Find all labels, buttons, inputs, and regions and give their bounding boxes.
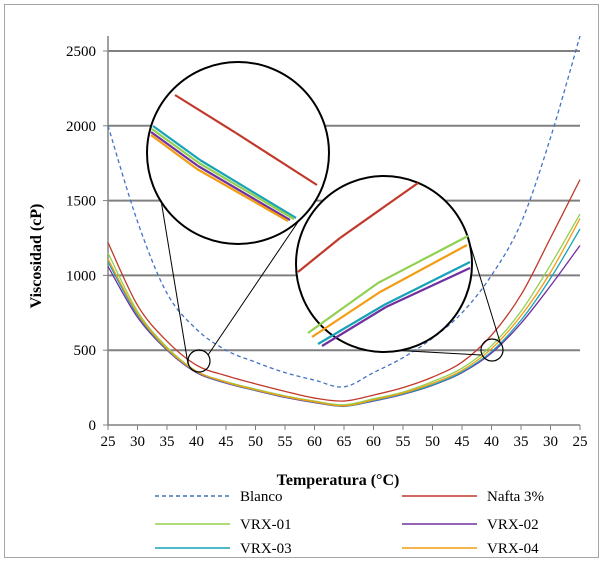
x-tick-label: 45	[455, 434, 470, 450]
zoom-right-vrx01	[307, 282, 379, 334]
legend-label: VRX-01	[240, 517, 292, 533]
zoom-left-nafta	[235, 132, 318, 186]
series-line-5	[107, 218, 581, 407]
x-tick-label: 35	[514, 434, 529, 450]
x-tick-labels: 25 30 35 40 45 50 55 60 65 60 55 50 45 40 35 30 25	[101, 434, 588, 450]
y-tick-label: 0	[89, 418, 97, 434]
x-tick-label: 40	[189, 434, 204, 450]
zoom-connector	[158, 187, 189, 365]
zoom-right-nafta	[297, 237, 341, 273]
zoom-marker-right	[480, 338, 504, 362]
y-tick-labels: 0 500 1000 1500 2000 2500	[66, 44, 96, 434]
legend-label: Blanco	[240, 489, 283, 505]
zoom-right-vrx01	[377, 235, 469, 284]
x-tick-label: 40	[484, 434, 499, 450]
x-tick-label: 25	[101, 434, 116, 450]
zoom-connector	[389, 349, 482, 356]
x-tick-label: 65	[337, 434, 352, 450]
y-tick-label: 500	[74, 343, 97, 359]
zoom-left-vrx03	[199, 159, 297, 219]
zoom-left-nafta	[174, 94, 237, 134]
x-tick-label: 50	[425, 434, 440, 450]
legend-label: Nafta 3%	[487, 489, 544, 505]
series-line-1	[107, 179, 581, 402]
x-tick-label: 35	[160, 434, 175, 450]
zoom-left-vrx04	[196, 168, 289, 222]
series-line-0	[107, 35, 581, 388]
zoom-right-vrx04	[311, 291, 381, 338]
x-tick-label: 60	[307, 434, 322, 450]
legend-label: VRX-03	[240, 541, 292, 557]
zoom-right-vrx03	[383, 261, 471, 306]
zoom-left-vrx01	[198, 162, 295, 220]
zoom-circle-left	[146, 61, 330, 245]
x-axis-label: Temperatura (°C)	[277, 472, 400, 489]
zoom-left-vrx01	[151, 128, 200, 164]
axes	[103, 36, 581, 430]
x-tick-label: 45	[219, 434, 234, 450]
legend: Blanco Nafta 3% VRX-01 VRX-02 VRX-03 VRX-04	[155, 489, 544, 557]
x-tick-label: 60	[366, 434, 381, 450]
zoom-right-vrx04	[379, 244, 468, 293]
legend-label: VRX-04	[487, 541, 539, 557]
zoom-left-vrx02	[150, 131, 199, 167]
y-tick-label: 2500	[66, 44, 96, 60]
zoom-right-vrx02	[385, 267, 471, 308]
y-tick-label: 1500	[66, 194, 96, 210]
zoom-insets	[146, 61, 504, 373]
x-tick-label: 30	[130, 434, 145, 450]
x-tick-label: 55	[396, 434, 411, 450]
zoom-left-vrx02	[197, 165, 291, 221]
zoom-circle-right	[295, 175, 473, 353]
x-tick-label: 25	[573, 434, 588, 450]
zoom-right-vrx02	[321, 306, 387, 347]
zoom-left-vrx03	[152, 125, 201, 161]
y-tick-label: 1000	[66, 268, 96, 284]
y-tick-label: 2000	[66, 119, 96, 135]
series-lines	[107, 35, 581, 407]
zoom-left-vrx04	[150, 134, 198, 170]
legend-label: VRX-02	[487, 517, 539, 533]
x-tick-label: 50	[248, 434, 263, 450]
zoom-right-nafta	[339, 182, 419, 239]
x-tick-label: 55	[278, 434, 293, 450]
y-axis-label: Viscosidad (cP)	[28, 204, 45, 309]
zoom-connector	[207, 221, 299, 356]
zoom-connector	[469, 243, 501, 343]
x-tick-label: 30	[543, 434, 558, 450]
zoom-right-vrx03	[317, 304, 385, 345]
